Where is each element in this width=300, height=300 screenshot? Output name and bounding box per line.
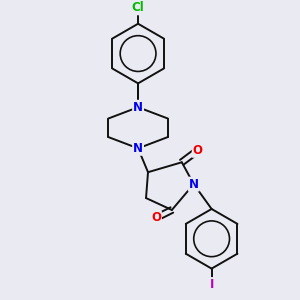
- Text: N: N: [189, 178, 199, 190]
- Text: Cl: Cl: [132, 1, 145, 14]
- Text: N: N: [133, 142, 143, 155]
- Text: O: O: [151, 212, 161, 224]
- Text: I: I: [209, 278, 214, 291]
- Text: O: O: [193, 144, 203, 157]
- Text: N: N: [133, 101, 143, 114]
